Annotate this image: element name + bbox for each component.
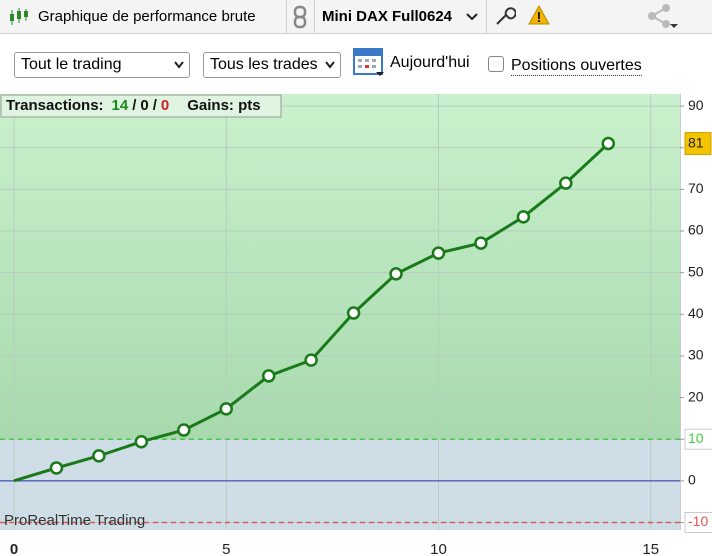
checkbox[interactable] (488, 56, 504, 72)
data-point (134, 434, 149, 449)
y-tick-label: 60 (688, 222, 704, 238)
plot-background (0, 439, 680, 530)
chart: -10010203040506070809005101581Transactio… (0, 94, 712, 556)
last-value-label: 81 (688, 134, 704, 150)
y-tick-label: 50 (688, 263, 704, 279)
y-tick-label: 20 (688, 388, 704, 404)
data-point (304, 353, 318, 367)
y-tick-label: 40 (688, 305, 704, 321)
last-value-badge (684, 132, 712, 156)
trades-select[interactable]: Tous les trades (203, 52, 341, 78)
window-title: Graphique de performance brute (38, 8, 256, 25)
summary-separator: / (153, 97, 158, 114)
x-tick-label: 5 (222, 541, 230, 556)
separator (314, 0, 315, 33)
summary-part: 0 (161, 97, 169, 114)
separator (486, 0, 487, 33)
scope-select[interactable]: Tout le trading (14, 52, 190, 78)
data-point (389, 267, 403, 281)
x-tick-label: 15 (642, 541, 659, 556)
watermark: ProRealTime Trading (4, 512, 145, 529)
link-icon[interactable] (291, 5, 309, 29)
warning-icon[interactable] (528, 5, 550, 25)
data-point (601, 136, 616, 151)
data-point (177, 423, 191, 437)
select-arrow (174, 61, 184, 69)
dropdown-chevron[interactable] (466, 12, 478, 22)
checkbox-label[interactable]: Positions ouvertes (511, 57, 642, 76)
y-tick-label: 90 (688, 97, 704, 113)
summary-part: Gains: pts (187, 97, 260, 114)
data-point (474, 236, 488, 250)
data-point (92, 449, 106, 463)
separator (286, 0, 287, 33)
plot-background (0, 94, 680, 440)
summary: Transactions: 14/0/0 Gains: pts (6, 97, 261, 114)
y-tick-label: 30 (688, 347, 704, 363)
data-point (431, 246, 446, 260)
data-point (261, 369, 276, 383)
y-tick-label: 0 (688, 472, 696, 488)
data-point (49, 461, 64, 475)
select-text: Tout le trading (21, 56, 122, 73)
x-tick-label: 0 (10, 541, 18, 556)
summary-part: Transactions: (6, 97, 104, 114)
data-point (516, 210, 531, 224)
tick-badge (684, 512, 712, 534)
y-tick-label: 70 (688, 180, 704, 196)
filter-bar: Tout le trading Tous les trades Aujourd'… (0, 34, 712, 94)
instrument-selector[interactable]: Mini DAX Full0624 (322, 8, 453, 25)
toolbar: Graphique de performance brute Mini DAX … (0, 0, 712, 34)
select-text: Tous les trades (210, 56, 318, 73)
summary-part: 14 (112, 97, 129, 114)
chart-icon (10, 8, 28, 25)
data-point (346, 306, 361, 320)
x-tick-label: 10 (430, 541, 447, 556)
data-point (559, 176, 573, 190)
y-tick-label: 10 (688, 430, 704, 446)
summary-separator: / (132, 97, 137, 114)
axis-border (680, 94, 681, 530)
share-icon[interactable] (646, 4, 678, 30)
select-arrow (325, 61, 335, 69)
y-tick-label: -10 (688, 513, 708, 529)
summary-part: 0 (140, 97, 148, 114)
summary-box (0, 94, 282, 118)
date-label[interactable]: Aujourd'hui (390, 54, 470, 71)
calendar-icon[interactable] (353, 46, 385, 78)
data-point (219, 402, 233, 416)
tick-badge (684, 428, 712, 450)
settings-icon[interactable] (494, 5, 516, 27)
